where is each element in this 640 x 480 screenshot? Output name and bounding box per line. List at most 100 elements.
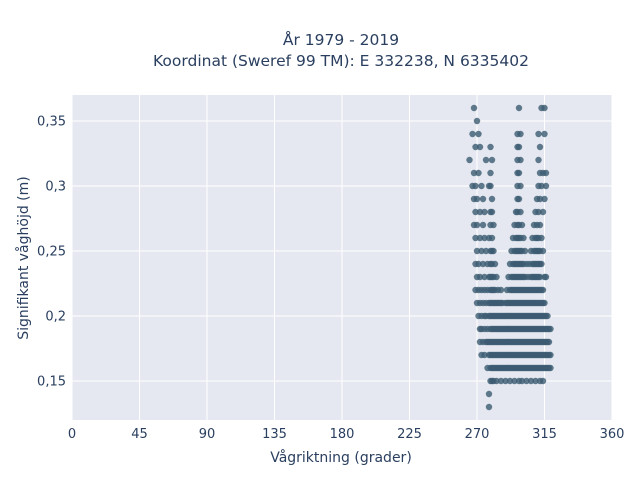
data-point (475, 260, 482, 268)
data-point (472, 208, 479, 216)
data-point (485, 390, 493, 398)
data-point (517, 208, 524, 216)
data-point (536, 221, 544, 229)
data-point (521, 247, 529, 255)
x-tick-label: 360 (600, 427, 625, 442)
y-axis-ticks: 0,15 0,2 0,25 0,3 0,35 (37, 115, 66, 390)
data-point (473, 117, 481, 125)
data-point (487, 143, 494, 151)
data-point (482, 156, 490, 164)
data-point (541, 104, 548, 112)
x-tick-label: 135 (262, 427, 287, 442)
data-point (542, 182, 550, 190)
data-point (470, 104, 478, 112)
y-tick-label: 0,25 (37, 245, 66, 260)
data-point (485, 403, 493, 411)
data-point (515, 104, 523, 112)
data-point (539, 247, 547, 255)
data-point (488, 208, 496, 216)
x-tick-label: 270 (465, 427, 490, 442)
data-point (479, 221, 487, 229)
data-points (466, 104, 554, 411)
data-point (527, 377, 535, 385)
data-point (518, 377, 526, 385)
data-point (539, 377, 547, 385)
data-point (542, 273, 550, 281)
data-point (511, 377, 518, 385)
data-point (479, 195, 487, 203)
data-point (515, 143, 523, 151)
data-point (518, 221, 526, 229)
data-point (539, 208, 547, 216)
data-point (466, 156, 473, 164)
data-point (547, 351, 554, 359)
data-point (541, 130, 548, 138)
x-tick-label: 315 (532, 427, 557, 442)
data-point (547, 325, 554, 333)
x-tick-label: 0 (68, 427, 76, 442)
data-point (481, 234, 488, 242)
data-point (517, 182, 524, 190)
data-point (475, 169, 482, 177)
data-point (535, 156, 542, 164)
data-point (523, 377, 530, 385)
data-point (506, 377, 514, 385)
data-point (472, 182, 479, 190)
data-point (473, 195, 481, 203)
data-point (515, 169, 523, 177)
data-point (493, 273, 500, 281)
x-tick-label: 180 (330, 427, 355, 442)
data-point (536, 143, 544, 151)
data-point (535, 130, 542, 138)
data-point (517, 130, 524, 138)
x-axis-title: Vågriktning (grader) (270, 449, 412, 466)
y-tick-label: 0,35 (37, 115, 66, 130)
y-axis-title: Signifikant våghöjd (m) (15, 176, 32, 339)
y-tick-label: 0,15 (37, 375, 66, 390)
data-point (478, 182, 485, 190)
data-point (536, 195, 544, 203)
data-point (502, 377, 509, 385)
data-point (481, 273, 488, 281)
data-point (469, 130, 476, 138)
data-point (470, 169, 478, 177)
data-point (493, 377, 500, 385)
data-point (497, 377, 505, 385)
data-point (538, 234, 545, 242)
chart-title-line2: Koordinat (Sweref 99 TM): E 332238, N 63… (153, 52, 529, 70)
data-point (545, 338, 553, 346)
data-point (472, 234, 479, 242)
data-point (473, 221, 481, 229)
data-point (536, 273, 544, 281)
data-point (539, 286, 547, 294)
x-tick-label: 90 (199, 427, 216, 442)
data-point (520, 234, 527, 242)
data-point (473, 247, 481, 255)
data-point (491, 260, 499, 268)
data-point (532, 377, 539, 385)
data-point (479, 260, 487, 268)
data-point (487, 182, 494, 190)
data-point (515, 195, 523, 203)
data-point (476, 208, 484, 216)
data-point (488, 156, 496, 164)
data-point (476, 143, 484, 151)
data-point (476, 273, 484, 281)
data-point (535, 208, 542, 216)
data-point (482, 247, 490, 255)
data-point (538, 260, 545, 268)
x-tick-label: 45 (131, 427, 148, 442)
data-point (538, 182, 545, 190)
x-axis-ticks: 0 45 90 135 180 225 270 315 360 (68, 427, 625, 442)
chart-title-line1: År 1979 - 2019 (283, 30, 399, 49)
x-tick-label: 225 (397, 427, 422, 442)
data-point (481, 208, 488, 216)
data-point (541, 299, 548, 307)
data-point (544, 312, 551, 320)
data-point (472, 143, 479, 151)
data-point (517, 156, 524, 164)
data-point (481, 351, 488, 359)
data-point (490, 247, 497, 255)
data-point (490, 221, 497, 229)
